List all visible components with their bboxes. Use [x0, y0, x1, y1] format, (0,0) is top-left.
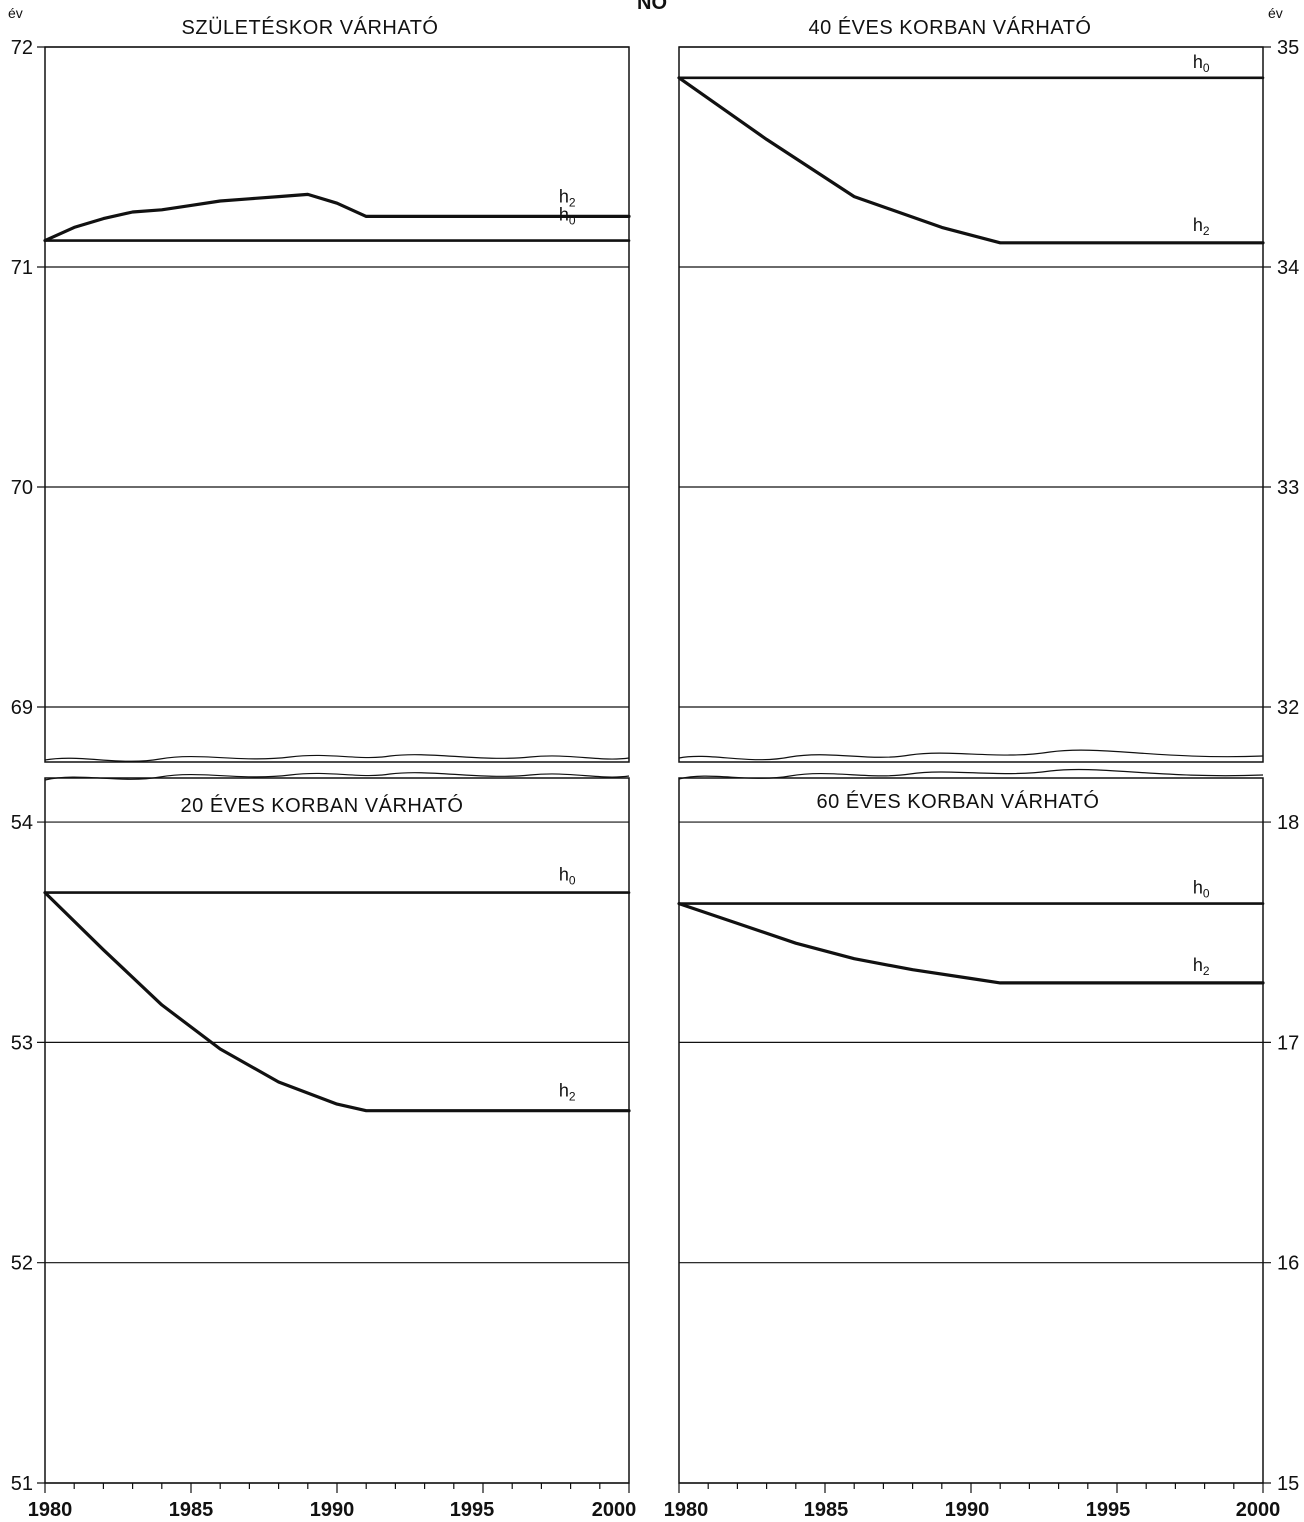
x-tick-label-left-1985: 1985	[169, 1499, 214, 1521]
series-line-bottom-right-h2	[677, 901, 1265, 985]
y-tick-label-bottom-right-15: 15	[1277, 1473, 1299, 1495]
y-tick-label-top-right-33: 33	[1277, 477, 1299, 499]
y-tick-label-top-left-72: 72	[11, 37, 33, 59]
series-label-bottom-left-h0: h0	[559, 865, 576, 888]
x-tick-label-left-1990: 1990	[310, 1499, 355, 1521]
series-label-top-right-h2: h2	[1193, 215, 1210, 238]
y-tick-label-top-right-35: 35	[1277, 37, 1299, 59]
y-tick-label-bottom-right-16: 16	[1277, 1253, 1299, 1275]
series-label-bottom-right-h0: h0	[1193, 878, 1210, 901]
y-tick-label-top-right-34: 34	[1277, 257, 1299, 279]
axis-break-left-upper	[44, 754, 630, 762]
y-tick-label-bottom-left-53: 53	[11, 1032, 33, 1054]
panel-frame-top-left	[44, 46, 630, 763]
panel-title-top-left: SZÜLETÉSKOR VÁRHATÓ	[182, 16, 439, 39]
panel-frame-top-right	[678, 46, 1264, 763]
panel-title-top-right: 40 ÉVES KORBAN VÁRHATÓ	[809, 16, 1092, 39]
y-tick-label-bottom-left-54: 54	[11, 812, 33, 834]
series-line-top-right-h2	[677, 76, 1265, 245]
x-tick-label-right-1990: 1990	[945, 1499, 990, 1521]
x-tick-label-right-1995: 1995	[1086, 1499, 1131, 1521]
y-tick-label-bottom-left-52: 52	[11, 1253, 33, 1275]
series-label-bottom-right-h2: h2	[1193, 955, 1210, 978]
y-tick-label-top-right-32: 32	[1277, 697, 1299, 719]
panel-title-bottom-right: 60 ÉVES KORBAN VÁRHATÓ	[817, 790, 1100, 813]
x-tick-label-left-1980: 1980	[28, 1499, 73, 1521]
y-tick-label-top-left-69: 69	[11, 697, 33, 719]
y-tick-label-top-left-71: 71	[11, 257, 33, 279]
chart-marks: 72717069h0h235343332h0h254535251h0h21817…	[11, 37, 1300, 1495]
panel-frame-bottom-right	[678, 777, 1264, 1484]
y-tick-label-bottom-right-18: 18	[1277, 812, 1299, 834]
unit-label-right: év	[1268, 5, 1283, 21]
x-tick-label-left-1995: 1995	[450, 1499, 495, 1521]
series-label-top-left-h0: h0	[559, 205, 576, 228]
panel-title-bottom-left: 20 ÉVES KORBAN VÁRHATÓ	[181, 794, 464, 817]
series-label-top-left-h2: h2	[559, 186, 576, 209]
y-tick-label-bottom-right-17: 17	[1277, 1032, 1299, 1054]
x-tick-label-right-1980: 1980	[664, 1499, 709, 1521]
series-label-bottom-left-h2: h2	[559, 1081, 576, 1104]
panel-frame-bottom-left	[44, 777, 630, 1484]
series-line-bottom-left-h2	[43, 890, 631, 1113]
axis-break-left-lower	[44, 772, 630, 781]
axis-break-right-upper	[678, 749, 1264, 761]
x-tick-label-right-1985: 1985	[804, 1499, 849, 1521]
series-line-top-left-h2	[43, 192, 631, 243]
figure-heading: NŐ	[637, 0, 667, 14]
y-tick-label-top-left-70: 70	[11, 477, 33, 499]
unit-label-left: év	[8, 5, 23, 21]
series-label-top-right-h0: h0	[1193, 52, 1210, 75]
axis-break-right-lower	[678, 768, 1264, 780]
x-tick-label-right-2000: 2000	[1236, 1499, 1281, 1521]
y-tick-label-bottom-left-51: 51	[11, 1473, 33, 1495]
x-tick-label-left-2000: 2000	[592, 1499, 637, 1521]
